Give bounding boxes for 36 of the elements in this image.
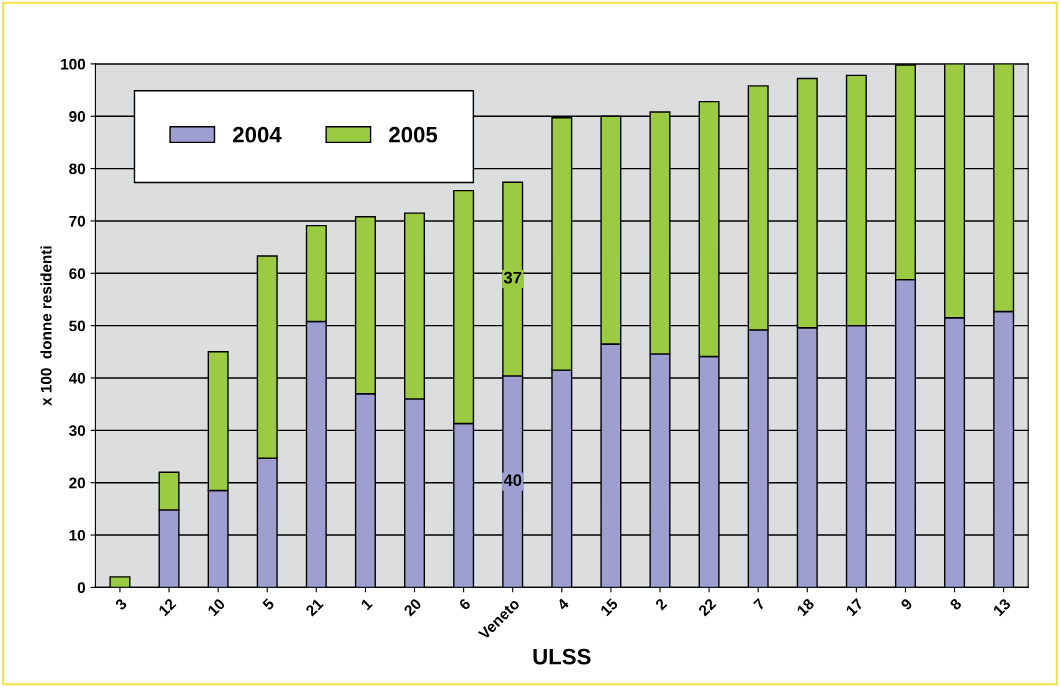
x-tick-label: 7 <box>753 597 766 611</box>
x-axis-title: ULSS <box>533 648 591 665</box>
legend-label: 2005 <box>389 126 438 143</box>
y-tick-label: 70 <box>69 215 86 227</box>
x-tick-label: 8 <box>949 597 963 611</box>
x-tick-label: 22 <box>697 597 717 617</box>
y-tick-label: 60 <box>69 268 86 279</box>
x-tick-label: 13 <box>992 597 1012 617</box>
x-tick-label: 2 <box>654 597 668 611</box>
y-tick-label: 40 <box>68 372 86 384</box>
x-tick-label: 3 <box>114 597 128 611</box>
x-tick-label: 1 <box>360 597 373 611</box>
legend-label: 2004 <box>233 126 282 143</box>
data-label: 40 <box>503 474 522 487</box>
x-tick-label: 12 <box>157 597 177 617</box>
x-tick-label: 10 <box>207 597 226 617</box>
y-tick-label: 0 <box>77 582 86 594</box>
y-tick-label: 30 <box>69 425 86 437</box>
x-tick-label: 18 <box>796 597 815 617</box>
y-axis-title: x 100 donne residenti <box>40 246 52 406</box>
y-tick-label: 10 <box>69 529 86 541</box>
y-tick-label: 80 <box>69 163 86 175</box>
x-tick-label: 15 <box>599 597 619 617</box>
x-tick-label: 20 <box>403 597 423 617</box>
x-tick-label: 17 <box>845 597 864 617</box>
x-tick-label: 4 <box>556 597 570 611</box>
y-tick-label: 100 <box>61 58 86 70</box>
y-tick-label: 50 <box>69 320 86 332</box>
x-tick-label: 5 <box>261 597 275 611</box>
y-tick-label: 90 <box>69 111 86 122</box>
y-tick-label: 20 <box>69 477 86 489</box>
data-label: 37 <box>503 271 522 284</box>
x-tick-label: 6 <box>458 597 472 611</box>
x-tick-label: 9 <box>900 597 913 611</box>
x-tick-label: 21 <box>304 597 324 617</box>
bar <box>109 576 131 588</box>
